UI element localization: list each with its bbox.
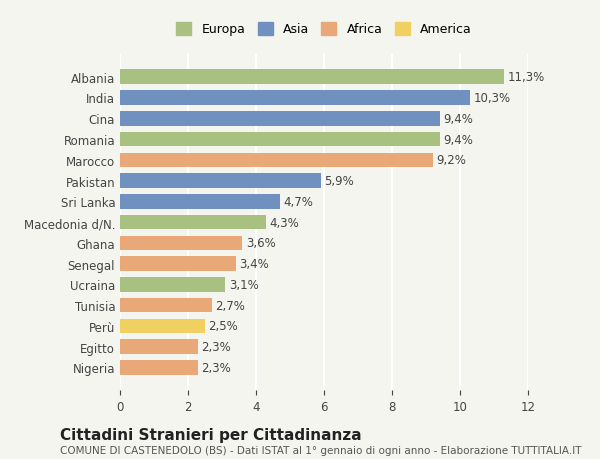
Bar	[120, 360, 198, 375]
Text: 3,6%: 3,6%	[246, 237, 275, 250]
Bar	[120, 340, 198, 354]
Legend: Europa, Asia, Africa, America: Europa, Asia, Africa, America	[172, 18, 476, 41]
Text: 3,4%: 3,4%	[239, 257, 269, 270]
Text: 2,7%: 2,7%	[215, 299, 245, 312]
Text: Cittadini Stranieri per Cittadinanza: Cittadini Stranieri per Cittadinanza	[60, 427, 362, 442]
Text: 4,3%: 4,3%	[269, 216, 299, 229]
Text: 5,9%: 5,9%	[324, 175, 354, 188]
Text: 9,4%: 9,4%	[443, 112, 473, 125]
Bar	[120, 91, 470, 106]
Bar	[120, 215, 266, 230]
Text: 2,3%: 2,3%	[202, 361, 232, 374]
Bar	[120, 195, 280, 209]
Bar	[120, 112, 440, 126]
Text: 2,3%: 2,3%	[202, 341, 232, 353]
Bar	[120, 257, 236, 271]
Text: 2,5%: 2,5%	[208, 320, 238, 333]
Text: 4,7%: 4,7%	[283, 196, 313, 208]
Text: 10,3%: 10,3%	[473, 92, 511, 105]
Bar	[120, 319, 205, 334]
Bar	[120, 174, 320, 189]
Text: COMUNE DI CASTENEDOLO (BS) - Dati ISTAT al 1° gennaio di ogni anno - Elaborazion: COMUNE DI CASTENEDOLO (BS) - Dati ISTAT …	[60, 445, 581, 455]
Text: 9,4%: 9,4%	[443, 133, 473, 146]
Bar	[120, 278, 226, 292]
Text: 3,1%: 3,1%	[229, 278, 259, 291]
Text: 11,3%: 11,3%	[508, 71, 545, 84]
Bar	[120, 133, 440, 147]
Bar	[120, 236, 242, 251]
Bar	[120, 153, 433, 168]
Bar	[120, 298, 212, 313]
Text: 9,2%: 9,2%	[436, 154, 466, 167]
Bar	[120, 70, 504, 85]
